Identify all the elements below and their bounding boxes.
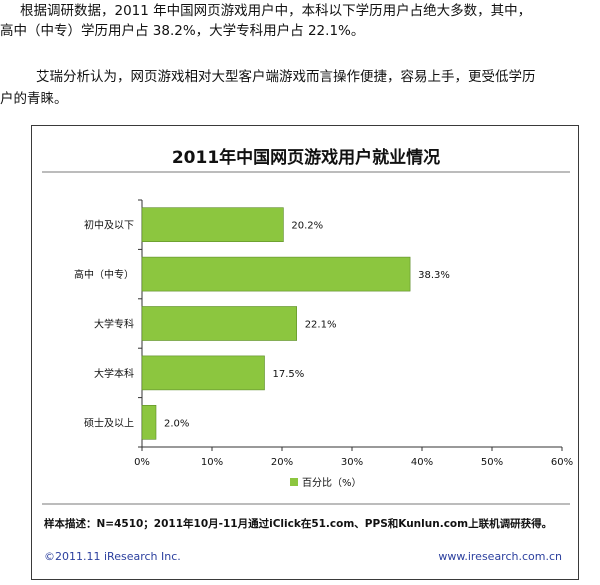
- paragraph-1-line-1: 根据调研数据，2011 年中国网页游戏用户中，本科以下学历用户占绝大多数，其中，: [20, 3, 532, 19]
- x-tick-label-1: 10%: [201, 457, 223, 468]
- paragraph-2-line-1: 艾瑞分析认为，网页游戏相对大型客户端游戏而言操作便捷，容易上手，更受低学历: [36, 69, 536, 85]
- bar-0: [141, 207, 284, 242]
- x-tick-label-2: 20%: [271, 457, 293, 468]
- value-label-0: 20.2%: [291, 221, 323, 232]
- category-label-4: 硕士及以上: [84, 416, 134, 429]
- bar-1: [141, 256, 411, 292]
- value-label-4: 2.0%: [164, 418, 189, 429]
- x-tick-label-4: 40%: [411, 457, 433, 468]
- legend-label: 百分比（%）: [302, 477, 362, 489]
- chart-legend: 百分比（%）: [290, 477, 362, 489]
- category-label-2: 大学专科: [94, 318, 134, 331]
- chart-title: 2011年中国网页游戏用户就业情况: [172, 147, 440, 168]
- paragraph-2-line-2: 户的青睐。: [0, 91, 68, 107]
- bar-chart: 2011年中国网页游戏用户就业情况 初中及以下 20.2% 高中（中专） 38.3% 大…: [42, 147, 573, 563]
- bar-4: [141, 404, 157, 440]
- category-label-1: 高中（中专）: [74, 268, 134, 281]
- value-label-2: 22.1%: [305, 320, 337, 331]
- category-label-0: 初中及以下: [84, 219, 134, 232]
- website-link[interactable]: www.iresearch.com.cn: [438, 550, 562, 563]
- x-tick-label-3: 30%: [341, 457, 363, 468]
- chart-frame: 2011年中国网页游戏用户就业情况 初中及以下 20.2% 高中（中专） 38.3% 大…: [31, 125, 579, 580]
- bar-2: [141, 306, 297, 341]
- sample-note: 样本描述：N=4510；2011年10月-11月通过iClick在51.com、…: [44, 517, 552, 530]
- copyright-text: ©2011.11 iResearch Inc.: [44, 550, 181, 563]
- category-label-3: 大学本科: [94, 367, 134, 380]
- x-tick-label-0: 0%: [134, 457, 150, 468]
- value-label-1: 38.3%: [418, 270, 450, 281]
- legend-swatch: [290, 478, 298, 486]
- value-label-3: 17.5%: [273, 369, 305, 380]
- x-tick-label-5: 50%: [481, 457, 503, 468]
- paragraph-1-line-2: 高中（中专）学历用户占 38.2%，大学专科用户占 22.1%。: [0, 23, 365, 39]
- x-tick-label-6: 60%: [551, 457, 573, 468]
- bar-3: [141, 355, 265, 391]
